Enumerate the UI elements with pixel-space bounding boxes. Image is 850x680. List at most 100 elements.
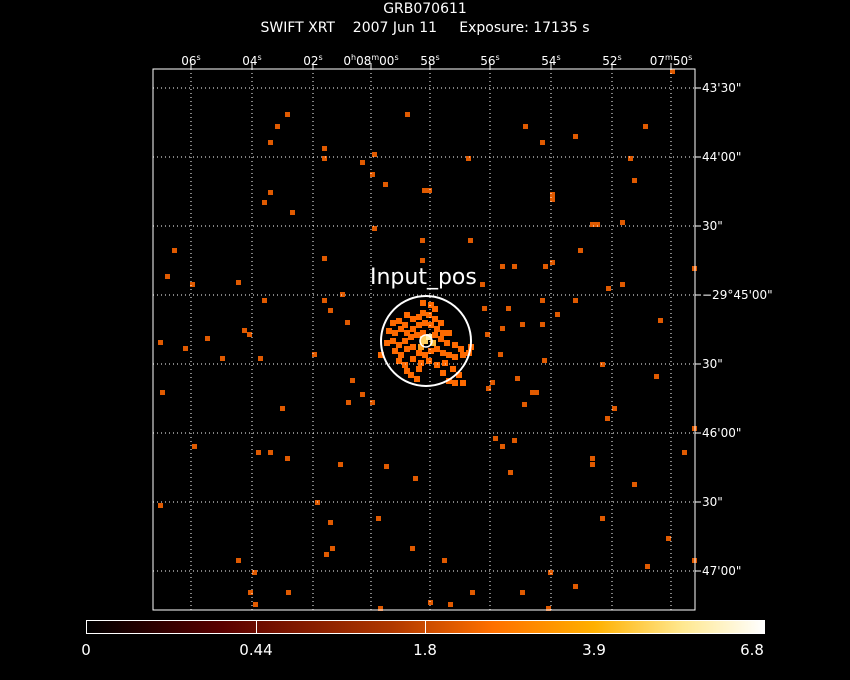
photon-pixel <box>360 392 365 397</box>
photon-pixel <box>482 306 487 311</box>
plot-frame <box>152 68 696 611</box>
photon-pixel <box>522 402 527 407</box>
photon-pixel <box>404 346 410 352</box>
photon-pixel <box>350 378 355 383</box>
photon-pixel <box>466 156 471 161</box>
photon-pixel <box>324 552 329 557</box>
photon-pixel <box>440 330 446 336</box>
photon-pixel <box>426 334 432 340</box>
photon-pixel <box>428 348 434 354</box>
photon-pixel <box>500 264 505 269</box>
photon-pixel <box>506 306 511 311</box>
photon-pixel <box>520 322 525 327</box>
photon-pixel <box>448 602 453 607</box>
photon-pixel <box>493 436 498 441</box>
photon-pixel <box>573 298 578 303</box>
photon-pixel <box>550 260 555 265</box>
photon-pixel <box>414 332 420 338</box>
photon-pixel <box>523 124 528 129</box>
photon-pixel <box>428 302 434 308</box>
photon-pixel <box>500 444 505 449</box>
photon-pixel <box>550 197 555 202</box>
photon-pixel <box>158 340 163 345</box>
photon-pixel <box>402 362 408 368</box>
photon-pixel <box>262 200 267 205</box>
photon-pixel <box>438 336 444 342</box>
photon-pixel <box>530 390 535 395</box>
dec-tick-label: 30" <box>702 495 723 509</box>
image-subtitle: SWIFT XRT 2007 Jun 11 Exposure: 17135 s <box>260 20 590 36</box>
photon-pixel <box>398 326 404 332</box>
photon-pixel <box>534 390 539 395</box>
source-region-circle <box>380 295 472 387</box>
photon-pixel <box>268 140 273 145</box>
photon-pixel <box>372 226 377 231</box>
photon-pixel <box>376 516 381 521</box>
photon-pixel <box>378 606 383 611</box>
photon-pixel <box>512 264 517 269</box>
photon-pixel <box>378 352 384 358</box>
photon-pixel <box>543 264 548 269</box>
photon-pixel <box>404 368 410 374</box>
photon-pixel <box>458 346 464 352</box>
photon-pixel <box>280 406 285 411</box>
photon-pixel <box>428 600 433 605</box>
photon-pixel <box>468 238 473 243</box>
photon-pixel <box>573 134 578 139</box>
photon-pixel <box>512 438 517 443</box>
photon-pixel <box>398 352 404 358</box>
photon-pixel <box>390 338 396 344</box>
photon-pixel <box>428 322 434 328</box>
photon-pixel <box>446 330 452 336</box>
photon-pixel <box>370 172 375 177</box>
photon-pixel <box>440 350 446 356</box>
photon-pixel <box>413 476 418 481</box>
photon-pixel <box>396 342 402 348</box>
colorbar-label: 1.8 <box>413 641 437 659</box>
photon-pixel <box>432 306 438 312</box>
ra-tick-label: 07m50s <box>649 53 693 68</box>
photon-pixel <box>322 156 327 161</box>
photon-pixel <box>420 238 425 243</box>
photon-pixel <box>578 248 583 253</box>
ra-tick-label: 52s <box>602 53 622 68</box>
photon-pixel <box>392 330 398 336</box>
colorbar-label: 0 <box>81 641 91 659</box>
photon-pixel <box>392 348 398 354</box>
photon-pixel <box>490 380 495 385</box>
photon-pixel <box>420 330 426 336</box>
photon-pixel <box>285 456 290 461</box>
photon-pixel <box>396 318 402 324</box>
photon-pixel <box>422 188 427 193</box>
source-label: Input_pos <box>370 265 477 290</box>
photon-pixel <box>408 334 414 340</box>
photon-pixel <box>247 332 252 337</box>
photon-pixel <box>402 338 408 344</box>
photon-pixel <box>262 298 267 303</box>
photon-pixel <box>450 366 456 372</box>
ra-tick-label: 06s <box>181 53 201 68</box>
photon-pixel <box>414 376 420 382</box>
photon-pixel <box>485 332 490 337</box>
photon-pixel <box>452 342 458 348</box>
photon-pixel <box>404 330 410 336</box>
photon-pixel <box>432 332 438 338</box>
colorbar-label: 6.8 <box>740 641 764 659</box>
photon-pixel <box>446 378 452 384</box>
photon-pixel <box>434 326 440 332</box>
photon-pixel <box>486 386 491 391</box>
photon-pixel <box>540 140 545 145</box>
photon-pixel <box>540 298 545 303</box>
photon-pixel <box>160 390 165 395</box>
colorbar-label: 0.44 <box>239 641 273 659</box>
ra-tick-label: 56s <box>480 53 500 68</box>
photon-pixel <box>360 160 365 165</box>
photon-pixel <box>370 400 375 405</box>
photon-pixel <box>386 328 392 334</box>
coordinate-grid <box>153 63 701 610</box>
photon-pixel <box>500 326 505 331</box>
photon-pixel <box>645 564 650 569</box>
photon-pixel <box>426 312 432 318</box>
photon-pixel <box>410 316 416 322</box>
photon-pixel <box>372 152 377 157</box>
